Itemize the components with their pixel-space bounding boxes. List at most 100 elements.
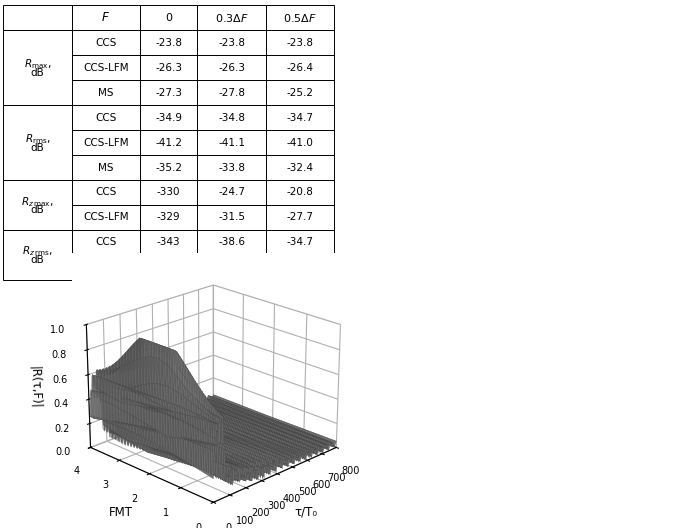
Bar (198, 105, 266, 130)
Bar (140, 30, 198, 55)
Text: -34.8: -34.8 (218, 112, 245, 122)
Bar (3, 180, 72, 230)
Bar (140, 255, 198, 280)
Text: $R_{z\,\mathrm{max}},$: $R_{z\,\mathrm{max}},$ (21, 195, 54, 209)
Bar (72, 205, 140, 230)
Text: dB: dB (31, 68, 45, 78)
Bar (266, 180, 334, 205)
Text: CCS-LFM: CCS-LFM (83, 63, 129, 73)
Bar (140, 55, 198, 80)
Text: -38.6: -38.6 (218, 238, 245, 248)
Bar (3, 105, 72, 180)
Text: -26.3: -26.3 (218, 63, 245, 73)
Text: -23.8: -23.8 (286, 37, 313, 48)
Text: -34.9: -34.9 (155, 112, 182, 122)
Text: MS: MS (98, 163, 113, 173)
Text: -41.0: -41.0 (287, 138, 313, 147)
Text: 0: 0 (165, 13, 172, 23)
Text: -24.7: -24.7 (218, 187, 245, 197)
Bar (140, 155, 198, 180)
Text: $R_{z\,\mathrm{rms}},$: $R_{z\,\mathrm{rms}},$ (22, 244, 53, 259)
Bar (198, 80, 266, 105)
Text: -26.3: -26.3 (155, 63, 182, 73)
Bar (266, 30, 334, 55)
Bar (198, 230, 266, 255)
Text: -35.2: -35.2 (155, 163, 182, 173)
Bar (266, 80, 334, 105)
Text: -20.8: -20.8 (287, 187, 313, 197)
Bar (72, 105, 140, 130)
Text: -33.8: -33.8 (218, 163, 245, 173)
Bar (72, 80, 140, 105)
Text: -23.8: -23.8 (218, 37, 245, 48)
Bar (72, 255, 140, 280)
Text: -27.8: -27.8 (218, 88, 245, 98)
Text: -343: -343 (157, 238, 180, 248)
Bar (3, 230, 72, 280)
Text: -41.0: -41.0 (287, 262, 313, 272)
Bar (72, 180, 140, 205)
Bar (266, 55, 334, 80)
Text: -41.2: -41.2 (155, 138, 182, 147)
Bar (3, 5, 72, 30)
Text: dB: dB (31, 143, 45, 153)
Bar (266, 230, 334, 255)
Bar (266, 5, 334, 30)
Text: CCS: CCS (95, 238, 117, 248)
Bar (198, 180, 266, 205)
Bar (198, 255, 266, 280)
Bar (72, 5, 140, 30)
Text: CCS-LFM: CCS-LFM (83, 262, 129, 272)
Bar (3, 30, 72, 105)
Text: $0.3\Delta F$: $0.3\Delta F$ (215, 12, 248, 24)
Text: -25.2: -25.2 (286, 88, 313, 98)
X-axis label: τ/T₀: τ/T₀ (294, 506, 317, 518)
Bar (198, 55, 266, 80)
Text: CCS: CCS (95, 187, 117, 197)
Text: -23.8: -23.8 (155, 37, 182, 48)
Bar (140, 105, 198, 130)
Bar (198, 30, 266, 55)
Bar (266, 205, 334, 230)
Bar (140, 205, 198, 230)
Bar (140, 230, 198, 255)
Bar (198, 205, 266, 230)
Bar (198, 130, 266, 155)
Text: -329: -329 (157, 212, 180, 222)
Text: -27.7: -27.7 (286, 212, 313, 222)
Text: -31.5: -31.5 (218, 212, 245, 222)
Bar (266, 255, 334, 280)
Y-axis label: FMT: FMT (109, 506, 134, 518)
Text: CCS: CCS (95, 112, 117, 122)
Bar (72, 155, 140, 180)
Bar (198, 5, 266, 30)
Bar (140, 5, 198, 30)
Text: dB: dB (31, 255, 45, 265)
Bar (266, 155, 334, 180)
Text: $R_{\mathrm{rms}},$: $R_{\mathrm{rms}},$ (24, 133, 50, 146)
Text: CCS-LFM: CCS-LFM (83, 212, 129, 222)
Bar (140, 130, 198, 155)
Text: -34.7: -34.7 (286, 112, 313, 122)
Text: -349: -349 (157, 262, 180, 272)
Text: $R_{\mathrm{max}},$: $R_{\mathrm{max}},$ (24, 58, 52, 71)
Text: -330: -330 (157, 187, 180, 197)
Bar (140, 80, 198, 105)
Text: -41.1: -41.1 (218, 138, 245, 147)
Bar (140, 180, 198, 205)
Text: $0.5\Delta F$: $0.5\Delta F$ (283, 12, 317, 24)
Text: $F$: $F$ (101, 11, 110, 24)
Text: -26.4: -26.4 (286, 63, 313, 73)
Bar (72, 55, 140, 80)
Text: -34.7: -34.7 (286, 238, 313, 248)
Text: -44.9: -44.9 (218, 262, 245, 272)
Text: -32.4: -32.4 (286, 163, 313, 173)
Bar (266, 130, 334, 155)
Text: MS: MS (98, 88, 113, 98)
Bar (72, 130, 140, 155)
Bar (72, 30, 140, 55)
Text: -27.3: -27.3 (155, 88, 182, 98)
Bar (72, 230, 140, 255)
Text: CCS: CCS (95, 37, 117, 48)
Text: dB: dB (31, 205, 45, 215)
